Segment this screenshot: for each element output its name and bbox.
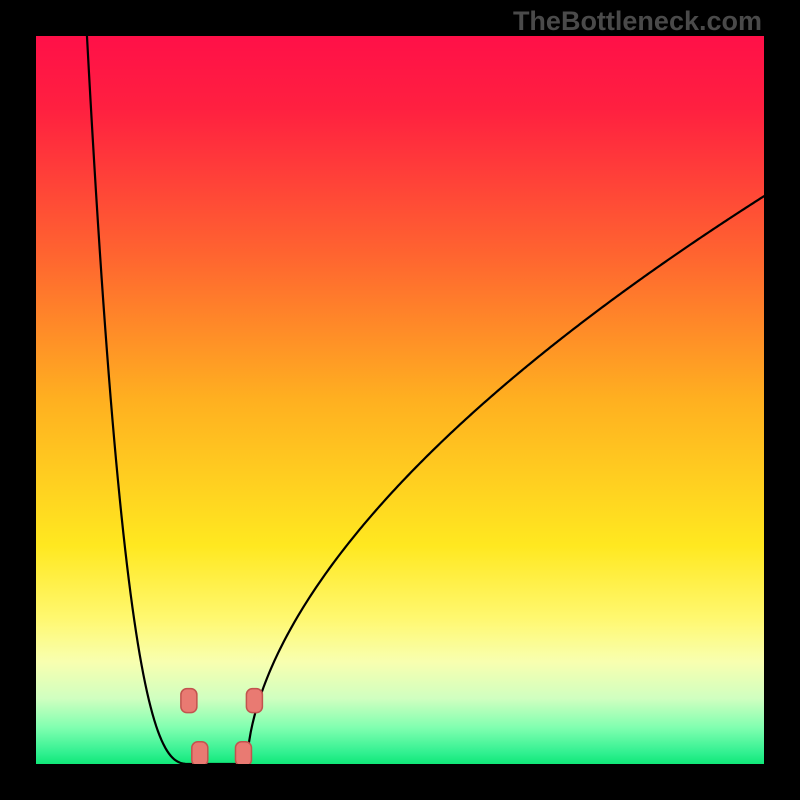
gradient-background (36, 36, 764, 764)
curve-marker-1 (246, 689, 262, 713)
chart-plot-area (36, 36, 764, 764)
watermark-text: TheBottleneck.com (513, 6, 762, 37)
curve-marker-2 (192, 742, 208, 764)
curve-marker-3 (235, 742, 251, 764)
curve-marker-0 (181, 689, 197, 713)
